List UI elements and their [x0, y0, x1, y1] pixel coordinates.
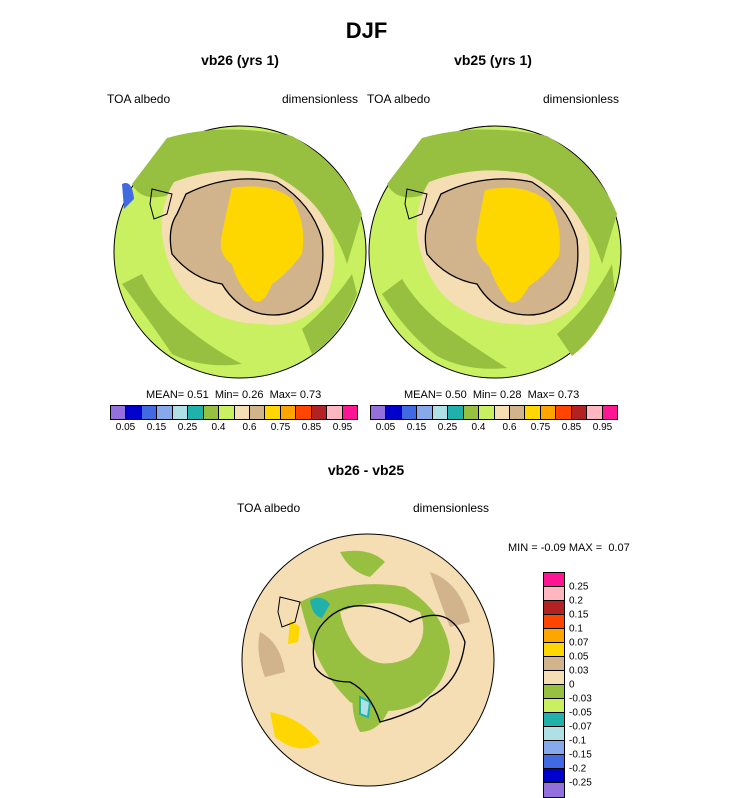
panel-1-colorbar: 0.05 0.15 0.25 0.4 0.6 0.75 0.85 0.95 — [110, 405, 358, 433]
colorbar-swatch — [386, 406, 402, 419]
colorbar-swatch — [544, 657, 564, 671]
panel-2-title: vb25 (yrs 1) — [454, 52, 532, 68]
colorbar-swatch — [448, 406, 464, 419]
colorbar-swatch — [544, 671, 564, 685]
season-title: DJF — [345, 18, 388, 43]
diff-title: vb26 - vb25 — [327, 462, 405, 478]
colorbar-tick-label: -0.05 — [569, 707, 592, 719]
colorbar-swatch — [111, 406, 127, 419]
colorbar-swatch — [141, 406, 158, 419]
colorbar-tick-label: 0.05 — [569, 651, 589, 663]
colorbar-tick-label: 0.25 — [569, 581, 589, 593]
panel-1-stats: MEAN= 0.51 Min= 0.26 Max= 0.73 — [146, 389, 322, 401]
colorbar-swatch — [157, 406, 173, 419]
panel-2-colorbar: 0.05 0.15 0.25 0.4 0.6 0.75 0.85 0.95 — [370, 405, 618, 433]
colorbar-swatch — [126, 406, 142, 419]
colorbar-tick-label: 0.85 — [301, 422, 322, 433]
colorbar-swatch — [525, 406, 541, 419]
colorbar-swatch — [556, 406, 572, 419]
panel-2-variable: TOA albedo — [367, 92, 431, 106]
colorbar-swatch — [311, 406, 328, 419]
colorbar-swatch — [479, 406, 495, 419]
panel-1-title: vb26 (yrs 1) — [201, 52, 279, 68]
colorbar-tick-label: 0.05 — [115, 422, 136, 433]
colorbar-swatch — [544, 769, 564, 783]
colorbar-tick-label: -0.07 — [569, 721, 592, 733]
colorbar-swatch — [494, 406, 510, 419]
panel-1-units: dimensionless — [282, 92, 359, 106]
colorbar-swatch — [540, 406, 557, 419]
panel-1-map — [113, 125, 367, 379]
colorbar-swatch — [342, 406, 357, 419]
colorbar-tick-label: 0.6 — [242, 422, 257, 433]
colorbar-swatch — [401, 406, 418, 419]
panel-2-stats: MEAN= 0.50 Min= 0.28 Max= 0.73 — [404, 389, 580, 401]
colorbar-swatch — [234, 406, 250, 419]
colorbar-tick-label: 0.15 — [406, 422, 427, 433]
colorbar-tick-label: 0.1 — [569, 623, 583, 635]
colorbar-swatch — [371, 406, 387, 419]
colorbar-swatch — [463, 406, 480, 419]
colorbar-swatch — [544, 699, 564, 713]
colorbar-swatch — [203, 406, 220, 419]
colorbar-swatch — [265, 406, 281, 419]
panel-1-variable: TOA albedo — [107, 92, 171, 106]
colorbar-swatch — [188, 406, 204, 419]
colorbar-tick-label: 0.95 — [332, 422, 353, 433]
colorbar-swatch — [544, 755, 564, 769]
colorbar-swatch — [544, 727, 564, 741]
colorbar-tick-label: -0.25 — [569, 777, 592, 789]
colorbar-tick-label: 0.05 — [375, 422, 396, 433]
colorbar-swatch — [544, 573, 564, 587]
colorbar-swatch — [544, 629, 564, 643]
colorbar-swatch — [587, 406, 603, 419]
colorbar-tick-label: 0.25 — [437, 422, 458, 433]
colorbar-tick-label: 0.75 — [530, 422, 551, 433]
colorbar-tick-label: 0.15 — [146, 422, 167, 433]
colorbar-swatch — [544, 643, 564, 657]
colorbar-swatch — [544, 601, 564, 615]
colorbar-swatch — [327, 406, 343, 419]
panel-2-map — [368, 125, 622, 379]
colorbar-tick-label: 0 — [569, 679, 575, 691]
diff-map — [241, 533, 495, 787]
colorbar-tick-label: 0.4 — [471, 422, 486, 433]
diff-stats: MIN = -0.09 MAX = 0.07 — [508, 542, 630, 554]
colorbar-swatch — [432, 406, 449, 419]
colorbar-tick-label: 0.6 — [502, 422, 517, 433]
colorbar-swatch — [602, 406, 617, 419]
diff-colorbar: 0.25 0.2 0.15 0.1 0.07 0.05 0.03 0 -0.03 -0.05 -0.… — [543, 572, 592, 798]
colorbar-swatch — [219, 406, 235, 419]
colorbar-swatch — [280, 406, 297, 419]
diff-variable: TOA albedo — [237, 501, 301, 515]
colorbar-tick-label: 0.07 — [569, 637, 589, 649]
colorbar-swatch — [544, 587, 564, 601]
colorbar-swatch — [172, 406, 189, 419]
colorbar-swatch — [417, 406, 433, 419]
panel-2-units: dimensionless — [543, 92, 620, 106]
diff-units: dimensionless — [413, 501, 490, 515]
colorbar-tick-label: 0.95 — [592, 422, 613, 433]
colorbar-tick-label: -0.03 — [569, 693, 592, 705]
colorbar-swatch — [544, 783, 564, 797]
colorbar-swatch — [509, 406, 526, 419]
colorbar-tick-label: -0.15 — [569, 749, 592, 761]
colorbar-tick-label: 0.2 — [569, 595, 583, 607]
colorbar-tick-label: 0.15 — [569, 609, 589, 621]
colorbar-tick-label: -0.1 — [569, 735, 587, 747]
colorbar-tick-label: 0.85 — [561, 422, 582, 433]
colorbar-swatch — [544, 685, 564, 699]
colorbar-tick-label: -0.2 — [569, 763, 587, 775]
colorbar-tick-label: 0.03 — [569, 665, 589, 677]
colorbar-swatch — [544, 615, 564, 629]
colorbar-swatch — [544, 741, 564, 755]
colorbar-tick-label: 0.75 — [270, 422, 291, 433]
colorbar-swatch — [544, 713, 564, 727]
colorbar-swatch — [296, 406, 312, 419]
colorbar-tick-label: 0.25 — [177, 422, 198, 433]
colorbar-swatch — [249, 406, 266, 419]
colorbar-tick-label: 0.4 — [211, 422, 226, 433]
colorbar-swatch — [571, 406, 588, 419]
